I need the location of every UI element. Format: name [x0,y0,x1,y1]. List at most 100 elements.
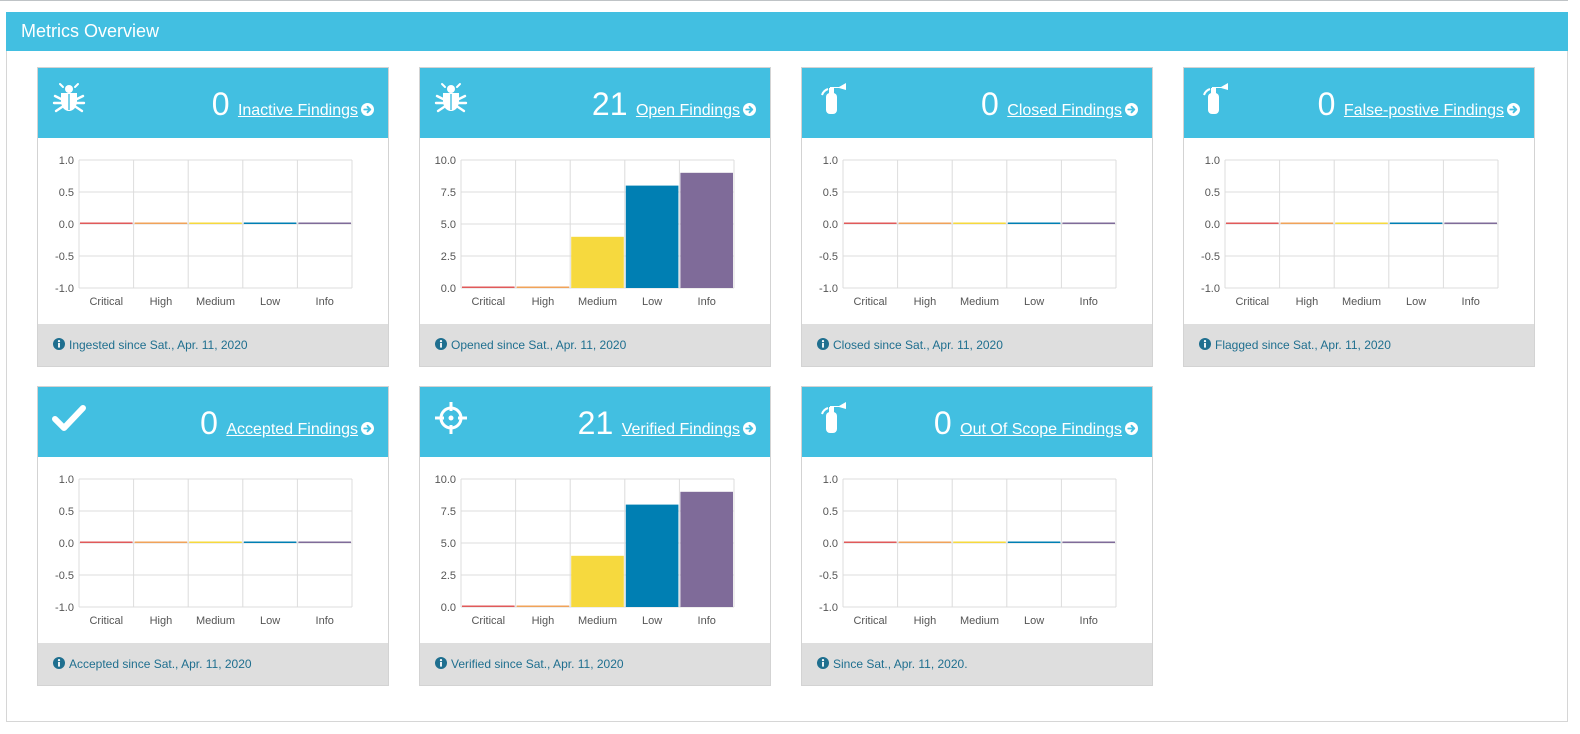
info-circle-icon [817,644,829,669]
y-tick-label: -1.0 [55,283,74,295]
y-tick-label: 7.5 [441,506,456,518]
card-title: 0 Inactive Findings [212,86,374,123]
findings-link[interactable]: Out Of Scope Findings [960,421,1138,438]
findings-count: 0 [1317,86,1336,122]
bar-high [898,541,952,543]
x-tick-label: Medium [196,296,235,308]
severity-chart: 1.0 0.5 0.0 -0.5 -1.0 Critical High Medium Low In… [802,138,1152,324]
x-tick-label: Low [260,296,280,308]
x-tick-label: High [150,296,173,308]
card-header: 0 Closed Findings [802,68,1152,138]
x-tick-label: Medium [578,615,617,627]
card-title: 0 Out Of Scope Findings [934,405,1138,442]
x-tick-label: Low [642,615,662,627]
footer-text: Accepted since Sat., Apr. 11, 2020 [69,657,252,671]
findings-link[interactable]: False-postive Findings [1344,102,1520,119]
bar-low [1007,222,1061,224]
bar-high [1280,222,1334,224]
bar-high [898,222,952,224]
severity-chart: 10.0 7.5 5.0 2.5 0.0 Critical High Medium Low Inf… [420,138,770,324]
findings-link[interactable]: Inactive Findings [238,102,374,119]
fire-extinguisher-icon [1198,82,1232,116]
fire-extinguisher-icon [816,401,850,435]
footer-text: Closed since Sat., Apr. 11, 2020 [833,338,1003,352]
panel-title: Metrics Overview [6,12,1568,51]
y-tick-label: 2.5 [441,251,456,263]
findings-link[interactable]: Open Findings [636,102,756,119]
y-tick-label: -0.5 [55,570,74,582]
findings-count: 0 [981,86,999,122]
x-tick-label: Info [1080,615,1098,627]
bar-high [516,286,570,288]
severity-chart: 1.0 0.5 0.0 -0.5 -1.0 Critical High Medium Low In… [802,457,1152,643]
arrow-circle-right-icon [743,422,756,435]
x-tick-label: High [914,296,937,308]
bar-info [298,222,351,224]
fire-extinguisher-icon [816,82,850,116]
bar-info [1444,222,1497,224]
x-tick-label: Critical [471,615,505,627]
y-tick-label: 0.0 [823,538,838,550]
card-title: 0 Closed Findings [981,86,1138,123]
metric-card: 21 Open Findings 10.0 7.5 5.0 2.5 0.0 Critica… [419,67,771,367]
x-tick-label: High [914,615,937,627]
findings-link[interactable]: Closed Findings [1007,102,1138,119]
bar-low [243,222,297,224]
x-tick-label: Critical [471,296,505,308]
severity-chart: 1.0 0.5 0.0 -0.5 -1.0 Critical High Medium Low In… [38,138,388,324]
info-circle-icon [53,325,65,350]
bar-low [243,541,297,543]
y-tick-label: -1.0 [819,283,838,295]
x-tick-label: Info [698,615,716,627]
x-tick-label: High [1296,296,1319,308]
card-header: 21 Verified Findings [420,387,770,457]
bar-chart: 10.0 7.5 5.0 2.5 0.0 Critical High Medium Low Inf… [435,155,735,308]
y-tick-label: 0.5 [59,506,74,518]
card-title: 0 False-postive Findings [1318,86,1520,123]
arrow-circle-right-icon [361,422,374,435]
card-footer: Since Sat., Apr. 11, 2020. [802,643,1152,685]
bar-medium [953,222,1006,224]
bar-critical [1226,222,1279,224]
x-tick-label: Low [1024,615,1044,627]
x-tick-label: Critical [89,615,123,627]
findings-count: 21 [591,86,628,122]
y-tick-label: 2.5 [441,570,456,582]
footer-text: Since Sat., Apr. 11, 2020. [833,657,968,671]
findings-link-label: Verified Findings [621,421,740,438]
x-tick-label: Info [1462,296,1480,308]
bar-medium [189,222,242,224]
card-footer: Flagged since Sat., Apr. 11, 2020 [1184,324,1534,366]
bar-high [516,605,570,607]
findings-count: 0 [200,405,218,441]
y-tick-label: 0.0 [59,219,74,231]
findings-link[interactable]: Verified Findings [622,421,756,438]
severity-chart: 1.0 0.5 0.0 -0.5 -1.0 Critical High Medium Low In… [38,457,388,643]
footer-text: Flagged since Sat., Apr. 11, 2020 [1215,338,1391,352]
info-circle-icon [435,325,447,350]
x-tick-label: Info [1080,296,1098,308]
x-tick-label: Medium [960,296,999,308]
y-tick-label: 10.0 [435,474,456,486]
bar-info [680,172,733,288]
y-tick-label: 0.0 [1205,219,1220,231]
y-tick-label: -1.0 [1201,283,1220,295]
bar-chart: 1.0 0.5 0.0 -0.5 -1.0 Critical High Medium Low In… [55,474,353,627]
severity-chart: 1.0 0.5 0.0 -0.5 -1.0 Critical High Medium Low In… [1184,138,1534,324]
info-circle-icon [1199,325,1211,350]
y-tick-label: -0.5 [819,251,838,263]
y-tick-label: 0.5 [823,506,838,518]
y-tick-label: 1.0 [1205,155,1220,167]
info-circle-icon [435,644,447,669]
y-tick-label: 0.5 [59,187,74,199]
x-tick-label: High [532,615,555,627]
findings-link[interactable]: Accepted Findings [226,421,374,438]
y-tick-label: 7.5 [441,187,456,199]
findings-link-label: Out Of Scope Findings [960,421,1122,438]
x-tick-label: High [532,296,555,308]
findings-link-label: Closed Findings [1007,102,1122,119]
card-title: 21 Verified Findings [578,405,756,442]
x-tick-label: Medium [196,615,235,627]
bar-info [298,541,351,543]
bar-critical [462,286,515,288]
